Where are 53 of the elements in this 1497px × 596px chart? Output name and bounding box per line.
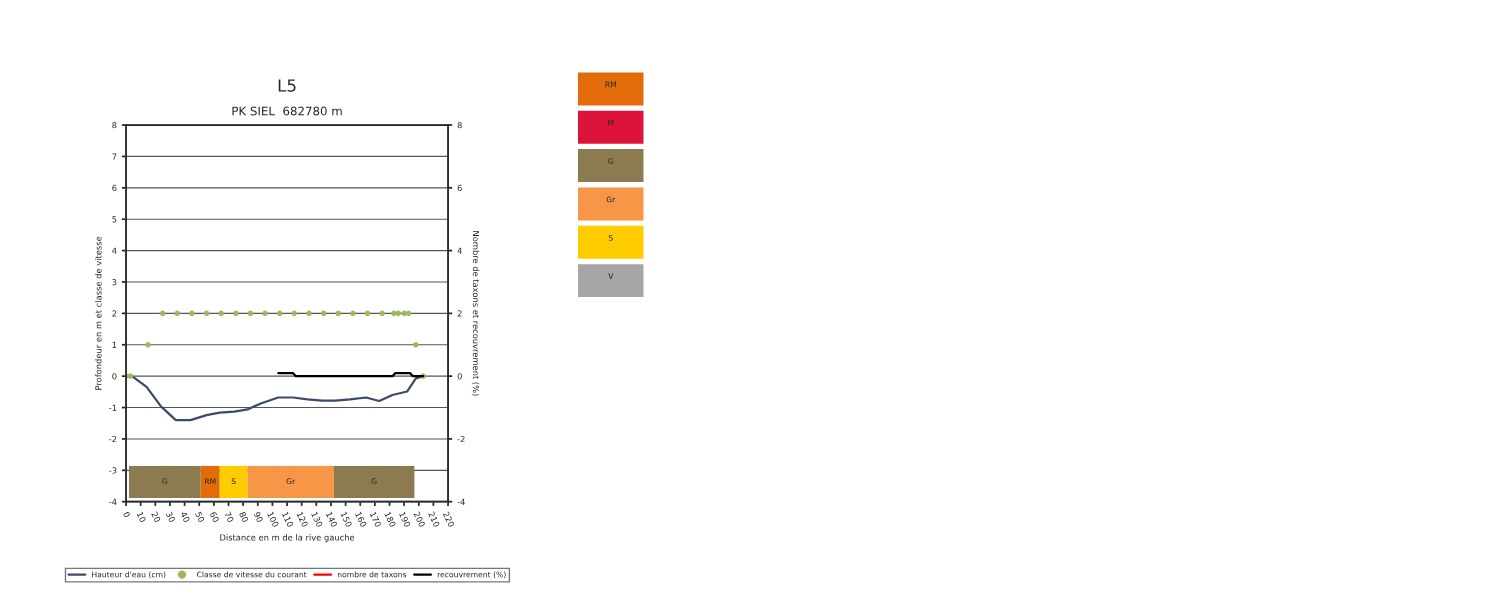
y2-axis-title: Nombre de taxons et recouvrement (%): [471, 231, 480, 396]
bar: [333, 465, 415, 499]
chart-title: L5: [278, 79, 296, 92]
x-tick-label: 220: [442, 511, 455, 528]
y-tick-label: 8: [112, 122, 117, 129]
y-tick-label: 0: [112, 373, 117, 380]
bar: [247, 465, 334, 499]
x-tick-label: 60: [209, 511, 220, 523]
y-tick-label: -3: [109, 467, 117, 474]
x-tick-label: 20: [151, 511, 161, 523]
x-tick-label: 90: [253, 511, 264, 523]
x-tick-label: 200: [413, 511, 426, 528]
y-tick-label: -4: [109, 498, 117, 505]
x-tick-label: 70: [224, 511, 235, 523]
x-tick-label: 120: [296, 511, 309, 528]
x-tick-label: 170: [369, 511, 382, 528]
y-tick-label: 7: [112, 153, 117, 160]
x-tick-label: 190: [398, 511, 411, 528]
bar: [128, 465, 201, 499]
y-tick-label: 6: [112, 184, 117, 192]
bar: [219, 465, 248, 499]
x-tick-label: 110: [281, 511, 294, 528]
y2-tick-label: 2: [457, 310, 462, 317]
y2-tick-label: 4: [457, 247, 462, 254]
y-tick-label: 2: [112, 310, 117, 317]
y2-tick-label: 8: [457, 122, 462, 129]
x-tick-label: 100: [267, 511, 280, 528]
y-tick-label: 5: [112, 216, 117, 223]
x-axis-title: Distance en m de la rive gauche: [220, 534, 355, 543]
x-tick-label: 40: [180, 511, 191, 523]
x-tick-label: 210: [428, 511, 441, 528]
y2-tick-label: 6: [457, 184, 462, 192]
y-tick-label: 3: [112, 278, 117, 286]
y2-tick-label: 0: [457, 373, 462, 380]
x-tick-label: 50: [195, 511, 205, 523]
bar: [200, 465, 220, 499]
x-tick-label: 150: [340, 511, 353, 528]
y-tick-label: -1: [109, 404, 117, 411]
y2-tick-label: -2: [457, 435, 465, 443]
x-tick-label: 10: [136, 511, 147, 523]
x-tick-label: 180: [384, 511, 397, 528]
y-tick-label: -2: [109, 435, 117, 443]
x-tick-label: 160: [355, 511, 367, 528]
x-tick-label: 80: [238, 511, 249, 523]
y-tick-label: 1: [112, 341, 117, 348]
chart-subtitle: PK SIEL 682780 m: [232, 106, 342, 116]
y-tick-label: 4: [112, 247, 117, 254]
y-axis-title: Profondeur en m et classe de vitesse: [95, 236, 102, 390]
x-tick-label: 130: [311, 511, 323, 528]
x-tick-label: 0: [122, 511, 131, 518]
x-tick-label: 30: [165, 511, 176, 523]
x-tick-label: 140: [325, 511, 338, 528]
y2-tick-label: -4: [457, 498, 465, 505]
